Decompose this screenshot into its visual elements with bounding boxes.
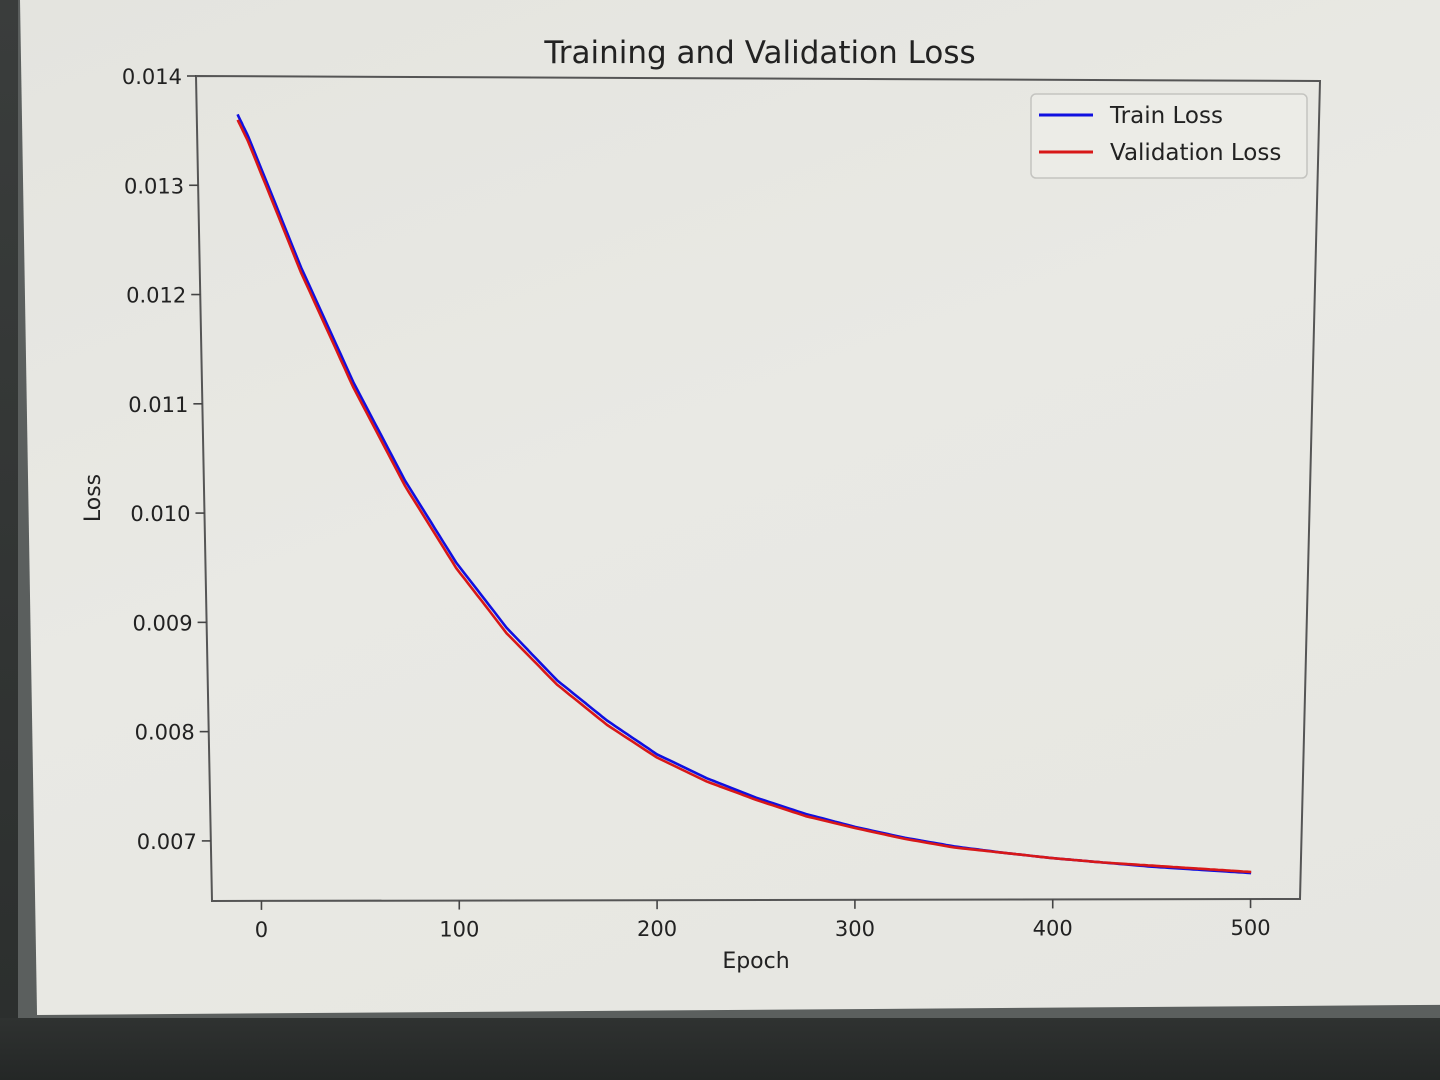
- x-tick-label: 200: [637, 917, 677, 941]
- train-loss-line: [236, 113, 1252, 875]
- y-tick-label: 0.010: [130, 502, 190, 526]
- legend-box: [1030, 93, 1308, 179]
- y-axis-label: Loss: [81, 474, 106, 522]
- x-axis: 0 100 200 300 400 500: [255, 899, 1271, 942]
- legend-label-validation: Validation Loss: [1110, 140, 1281, 166]
- x-tick-label: 500: [1230, 916, 1270, 940]
- y-tick-label: 0.011: [128, 393, 188, 417]
- y-tick-label: 0.008: [135, 721, 195, 745]
- plot-border: [194, 74, 1322, 903]
- y-axis: 0.007 0.008 0.009 0.010 0.011 0.012 0.013 0.014: [122, 65, 211, 854]
- x-tick-label: 0: [255, 918, 268, 942]
- y-tick-label: 0.014: [122, 65, 182, 89]
- monitor-bottom-bar: [0, 1018, 1440, 1080]
- y-tick-label: 0.012: [126, 284, 186, 308]
- chart-title: Training and Validation Loss: [543, 35, 975, 71]
- x-tick-label: 400: [1033, 916, 1073, 940]
- y-tick-label: 0.013: [124, 174, 184, 198]
- x-axis-label: Epoch: [722, 949, 789, 974]
- y-tick-label: 0.009: [132, 611, 192, 635]
- x-tick-label: 300: [835, 917, 875, 941]
- validation-loss-line: [236, 119, 1252, 874]
- legend: Train Loss Validation Loss: [1030, 93, 1308, 179]
- legend-label-train: Train Loss: [1109, 103, 1223, 129]
- series-lines: [236, 113, 1252, 875]
- y-tick-label: 0.007: [137, 830, 197, 854]
- x-tick-label: 100: [439, 918, 479, 942]
- plot-frame: [194, 74, 1322, 903]
